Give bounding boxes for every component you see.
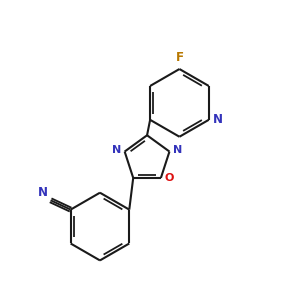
Text: N: N	[173, 146, 182, 155]
Text: O: O	[165, 173, 174, 184]
Text: N: N	[213, 113, 223, 126]
Text: N: N	[112, 146, 121, 155]
Text: N: N	[38, 186, 48, 199]
Text: F: F	[176, 51, 183, 64]
